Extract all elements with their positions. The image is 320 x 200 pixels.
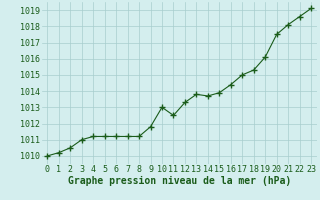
X-axis label: Graphe pression niveau de la mer (hPa): Graphe pression niveau de la mer (hPa)	[68, 176, 291, 186]
